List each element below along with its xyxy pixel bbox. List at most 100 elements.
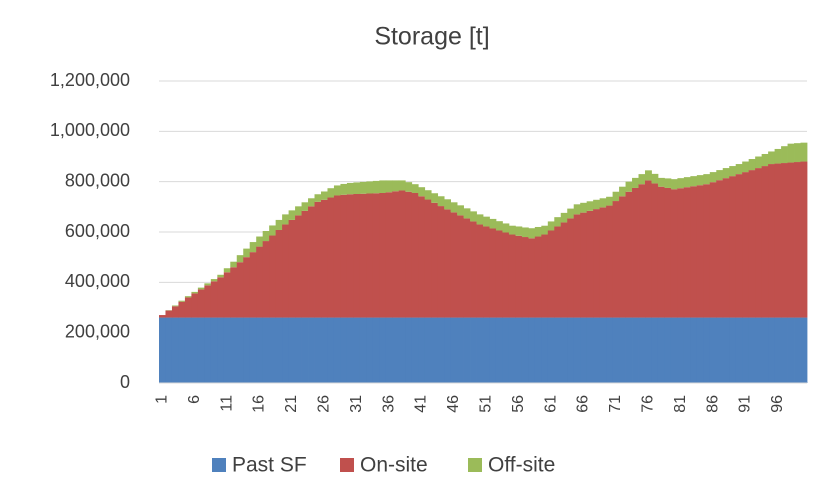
bar-segment (619, 317, 626, 383)
bar-segment (774, 163, 782, 318)
bar-segment (171, 306, 179, 318)
bar-segment (444, 199, 451, 210)
x-tick-label: 51 (477, 395, 494, 413)
bar-segment (197, 289, 205, 318)
bar-segment (768, 317, 775, 383)
bar-segment (204, 283, 212, 286)
bar-segment (625, 181, 633, 192)
bar-segment (709, 317, 717, 383)
bar-segment (541, 234, 549, 318)
bar-segment (690, 317, 698, 383)
bar-segment (249, 242, 257, 253)
bar-segment (573, 317, 581, 383)
bar-segment (165, 317, 173, 383)
bar-segment (171, 317, 179, 383)
bar-segment (489, 228, 497, 318)
bar-segment (431, 193, 439, 203)
bar-segment (502, 232, 510, 318)
bar-segment (690, 176, 698, 187)
chart-title: Storage [t] (374, 23, 489, 51)
y-tick-label: 1,200,000 (50, 70, 130, 90)
bar-segment (541, 317, 549, 383)
bar-segment (774, 148, 782, 164)
bar-segment (197, 287, 205, 290)
x-tick-label: 26 (315, 395, 332, 413)
bar-segment (282, 214, 289, 225)
bar-segment (748, 159, 756, 171)
bar-segment (794, 317, 801, 383)
bar-segment (269, 235, 277, 318)
bar-segment (359, 193, 367, 318)
bar-segment (385, 180, 393, 193)
bar-segment (288, 317, 296, 383)
bar-segment (321, 317, 328, 383)
bar-segment (638, 184, 646, 318)
bar-segment (528, 238, 536, 318)
bar-segment (794, 162, 801, 318)
bar-segment (191, 291, 199, 294)
bar-segment (392, 180, 400, 192)
bar-segment (541, 225, 549, 235)
bar-segment (424, 317, 432, 383)
bar-segment (651, 173, 659, 184)
bar-segment (515, 235, 523, 318)
bar-segment (346, 182, 354, 195)
bar-segment (424, 190, 432, 200)
bar-segment (768, 151, 775, 165)
bar-segment (256, 246, 264, 318)
bar-segment (735, 174, 743, 318)
bar-segment (774, 317, 782, 383)
x-tick-label: 96 (769, 395, 786, 413)
bar-segment (223, 272, 231, 318)
bar-segment (599, 198, 607, 208)
bar-segment (411, 192, 419, 318)
bar-segment (372, 180, 380, 194)
bar-segment (800, 142, 808, 162)
bar-segment (359, 317, 367, 383)
x-tick-label: 31 (348, 395, 365, 413)
bar-segment (567, 317, 575, 383)
bar-segment (159, 315, 166, 318)
bar-segment (346, 194, 354, 318)
bar-segment (327, 197, 335, 318)
bar-segment (379, 192, 387, 318)
bar-segment (314, 317, 322, 383)
bar-segment (696, 317, 704, 383)
bar-segment (742, 172, 750, 318)
bar-segment (657, 186, 665, 318)
x-tick-label: 61 (542, 395, 559, 413)
bar-segment (463, 218, 471, 318)
legend-label: Past SF (232, 454, 307, 477)
bar-segment (444, 209, 451, 318)
bar-segment (288, 210, 296, 220)
x-tick-label: 56 (510, 395, 527, 413)
bar-segment (761, 166, 769, 318)
bar-segment (664, 187, 672, 318)
bar-segment (502, 223, 510, 233)
bar-segment (709, 172, 717, 183)
bar-segment (308, 206, 315, 318)
bar-segment (418, 317, 426, 383)
bar-segment (683, 177, 691, 188)
bar-segment (431, 317, 439, 383)
bar-segment (515, 317, 523, 383)
bar-segment (333, 195, 341, 318)
bar-segment (379, 180, 387, 193)
x-tick-label: 66 (575, 395, 592, 413)
bar-segment (573, 214, 581, 318)
bar-segment (217, 274, 225, 278)
bar-segment (761, 317, 769, 383)
bar-segment (437, 317, 445, 383)
bar-segment (275, 229, 283, 318)
bar-segment (444, 317, 451, 383)
bar-segment (159, 317, 166, 383)
bar-segment (372, 193, 380, 318)
bar-segment (476, 214, 484, 225)
bar-segment (197, 317, 205, 383)
bar-segment (314, 201, 322, 318)
bar-segment (457, 317, 464, 383)
bar-segment (217, 317, 225, 383)
bar-segment (489, 218, 497, 229)
bar-segment (301, 210, 309, 318)
bar-segment (703, 184, 711, 318)
